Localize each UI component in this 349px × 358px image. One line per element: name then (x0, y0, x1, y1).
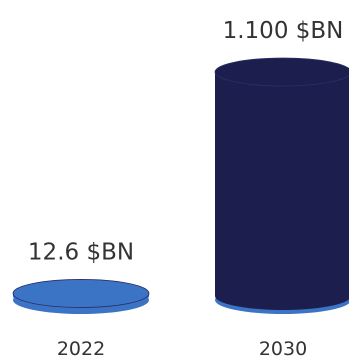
cylinder-body-2030 (215, 72, 349, 310)
x-tick-label-2030: 2030 (259, 338, 307, 358)
data-label-2022: 12.6 $BN (28, 239, 134, 265)
cylinder-top-2022 (12, 279, 150, 308)
data-label-2030: 1.100 $BN (223, 18, 344, 44)
x-tick-label-2022: 2022 (57, 338, 105, 358)
cylinder-top-2030 (214, 57, 349, 87)
